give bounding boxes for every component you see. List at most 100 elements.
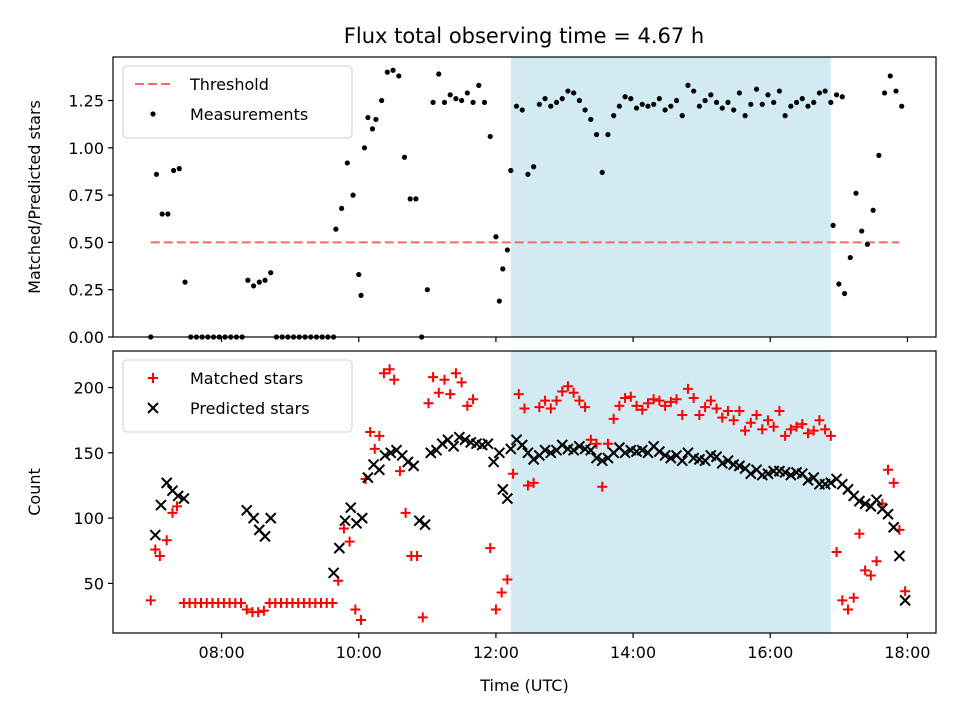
- data-point: [487, 133, 493, 140]
- data-point: [636, 444, 648, 456]
- data-point: [436, 71, 442, 77]
- data-point: [413, 515, 426, 527]
- data-point: [527, 453, 540, 466]
- data-point: [441, 99, 448, 106]
- data-point: [513, 103, 520, 109]
- data-point: [865, 570, 876, 581]
- y-tick-label: 0.00: [68, 328, 104, 347]
- data-point: [745, 468, 757, 480]
- data-point: [516, 439, 528, 451]
- data-point: [611, 113, 617, 119]
- data-point: [540, 395, 551, 406]
- x-tick-label: 10:00: [336, 643, 382, 662]
- data-point: [785, 469, 797, 481]
- data-point: [369, 126, 376, 132]
- data-point: [870, 494, 883, 506]
- data-point: [369, 443, 380, 454]
- data-point: [385, 447, 397, 459]
- data-point: [356, 271, 362, 278]
- data-point: [628, 96, 634, 102]
- data-point: [745, 417, 756, 428]
- data-point: [384, 364, 395, 375]
- data-point: [828, 99, 834, 106]
- data-point: [468, 394, 479, 405]
- y-tick-label: 0.75: [68, 186, 104, 205]
- data-point: [593, 131, 600, 138]
- data-point: [245, 277, 251, 283]
- data-point: [573, 440, 586, 453]
- data-point: [155, 499, 167, 511]
- data-point: [853, 495, 866, 507]
- data-point: [490, 604, 501, 615]
- data-point: [882, 464, 893, 475]
- chart-title: Flux total observing time = 4.67 h: [344, 24, 704, 48]
- data-point: [413, 196, 419, 202]
- data-point: [161, 477, 173, 489]
- data-point: [585, 434, 596, 445]
- legend-label: Matched stars: [190, 369, 303, 388]
- data-point: [350, 192, 356, 198]
- data-point: [599, 169, 605, 176]
- data-point: [762, 468, 774, 480]
- data-point: [176, 166, 182, 172]
- legend-box: [122, 359, 353, 433]
- data-point: [350, 604, 361, 615]
- data-point: [470, 99, 476, 106]
- data-point: [482, 437, 494, 450]
- ratio-panel: 0.00 0.25 0.50 0.75 1.00 1.25 Matched/Predicte…: [25, 56, 937, 347]
- data-point: [585, 444, 597, 456]
- data-point: [831, 547, 842, 558]
- legend-swatch: [148, 373, 158, 383]
- data-point: [682, 383, 693, 394]
- legend-box: [122, 65, 353, 139]
- data-point: [361, 145, 368, 151]
- data-point: [149, 529, 162, 541]
- y-tick-label: 1.00: [68, 139, 104, 158]
- data-point: [625, 391, 636, 402]
- data-point: [548, 103, 554, 109]
- data-point: [725, 99, 731, 106]
- data-point: [802, 428, 813, 439]
- data-point: [722, 454, 734, 467]
- data-point: [412, 550, 423, 561]
- data-point: [870, 207, 876, 213]
- data-point: [390, 67, 396, 73]
- data-point: [799, 96, 805, 102]
- data-point: [665, 452, 677, 464]
- data-point: [576, 97, 582, 104]
- y-tick-label: 50: [84, 574, 104, 593]
- x-tick-label: 12:00: [473, 643, 519, 662]
- y-tick-label: 0.25: [68, 281, 104, 300]
- data-point: [365, 426, 376, 437]
- data-point: [653, 445, 666, 458]
- data-point: [356, 614, 367, 625]
- data-point: [172, 501, 183, 512]
- data-point: [668, 103, 674, 109]
- data-point: [859, 498, 871, 510]
- data-point: [493, 447, 506, 459]
- data-point: [802, 474, 814, 486]
- observing-window-shade: [510, 351, 831, 633]
- data-point: [407, 460, 420, 472]
- data-point: [182, 279, 188, 285]
- data-point: [373, 116, 379, 123]
- data-point: [842, 604, 853, 615]
- data-point: [502, 574, 513, 585]
- data-point: [788, 103, 794, 109]
- data-point: [659, 449, 671, 462]
- data-point: [145, 595, 156, 606]
- data-point: [505, 443, 517, 455]
- data-point: [711, 403, 722, 414]
- data-point: [590, 452, 603, 464]
- data-point: [605, 131, 611, 138]
- data-point: [677, 409, 688, 420]
- data-point: [379, 97, 385, 104]
- data-point: [542, 96, 548, 102]
- data-point: [476, 82, 482, 88]
- y-tick-label: 1.25: [68, 92, 104, 111]
- data-point: [456, 377, 467, 388]
- data-point: [731, 107, 737, 113]
- data-point: [430, 99, 436, 106]
- count-panel: 08:00 10:00 12:00 14:00 16:00 18:00 50 100 150 20…: [25, 350, 937, 695]
